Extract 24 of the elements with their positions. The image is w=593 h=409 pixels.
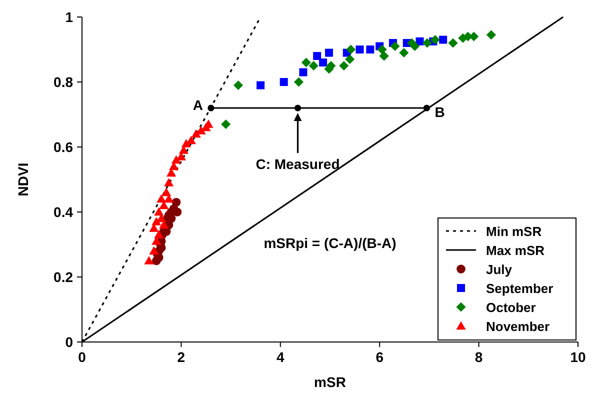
y-tick-label: 1 xyxy=(65,9,74,25)
y-tick-label: 0.8 xyxy=(54,74,74,90)
x-tick-label: 10 xyxy=(570,349,586,365)
x-tick-label: 2 xyxy=(177,349,186,365)
x-tick-label: 8 xyxy=(474,349,483,365)
legend-label: November xyxy=(486,319,550,334)
legend-label: Max mSR xyxy=(486,243,546,258)
legend-label: Min mSR xyxy=(486,224,542,239)
y-tick-label: 0.6 xyxy=(54,139,74,155)
x-tick-label: 4 xyxy=(276,349,284,365)
x-tick-label: 0 xyxy=(78,349,86,365)
y-tick-label: 0 xyxy=(65,334,74,350)
y-axis-title: NDVI xyxy=(15,162,31,196)
y-tick-label: 0.2 xyxy=(54,269,74,285)
x-axis-title: mSR xyxy=(314,374,346,390)
annotation: mSRpi = (C-A)/(B-A) xyxy=(264,234,396,251)
x-tick-label: 6 xyxy=(376,349,384,365)
y-tick-label: 0.4 xyxy=(54,204,74,220)
annotation: A xyxy=(192,97,203,113)
annotation: B xyxy=(434,104,445,120)
legend-label: September xyxy=(486,281,554,296)
legend-label: July xyxy=(486,262,513,277)
legend-label: October xyxy=(486,300,536,315)
annotation: C: Measured xyxy=(256,156,340,172)
